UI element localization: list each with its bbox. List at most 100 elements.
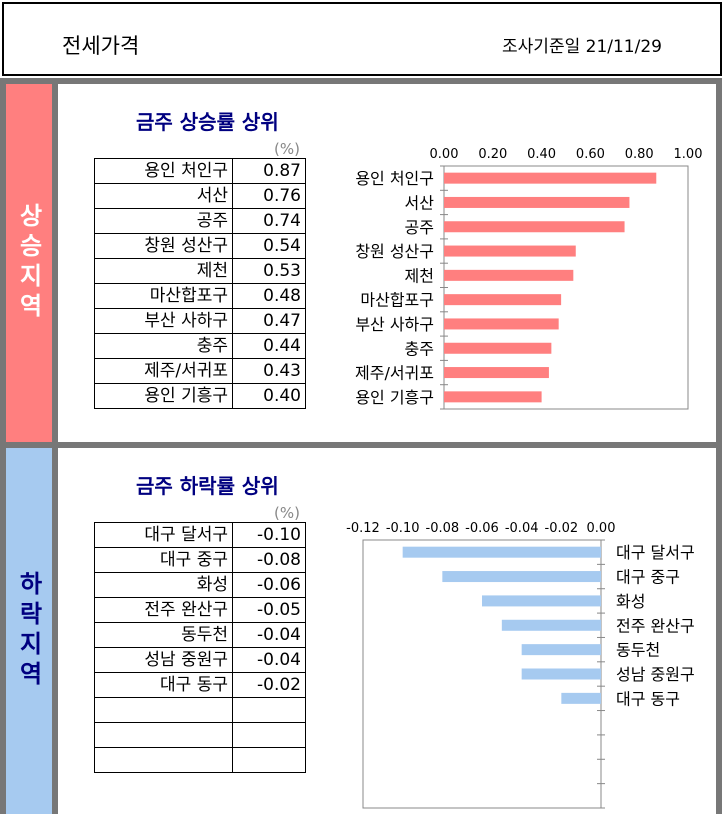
rate-value-cell: 0.87 xyxy=(232,158,306,184)
survey-date: 조사기준일 21/11/29 xyxy=(502,37,662,57)
region-name-cell: 마산합포구 xyxy=(94,283,233,309)
region-name-cell: 용인 처인구 xyxy=(94,158,233,184)
page-title: 전세가격 xyxy=(62,34,140,58)
table-row: 화성 -0.06 xyxy=(94,572,306,598)
category-label: 대구 중구 xyxy=(616,568,680,587)
bar xyxy=(561,692,601,704)
fall-title: 금주 하락률 상위 xyxy=(136,474,279,498)
category-label: 성남 중원구 xyxy=(616,665,695,684)
region-name-cell: 대구 동구 xyxy=(94,672,233,698)
x-tick-label: 0.20 xyxy=(478,147,507,162)
side-label-rise: 상승지역 xyxy=(6,84,52,442)
rise-table: 용인 처인구 0.87 서산 0.76 공주 0.74 창원 성산구 0.54 제천 0.53 마산… xyxy=(94,158,306,409)
bar xyxy=(402,546,601,558)
rate-value-cell: -0.02 xyxy=(232,672,306,698)
x-tick-label: -0.10 xyxy=(386,521,420,536)
region-name-cell: 대구 달서구 xyxy=(94,522,233,548)
category-label: 충주 xyxy=(405,339,434,358)
table-row: 충주 0.44 xyxy=(94,333,306,359)
rate-value-cell: 0.47 xyxy=(232,308,306,334)
x-tick-label: 0.40 xyxy=(527,147,556,162)
category-label: 화성 xyxy=(616,592,645,611)
region-name-cell: 용인 기흥구 xyxy=(94,383,233,409)
bar xyxy=(444,221,625,233)
bar xyxy=(444,342,552,354)
region-name-cell xyxy=(94,697,233,723)
header: 전세가격 조사기준일 21/11/29 xyxy=(2,2,722,76)
x-tick-label: -0.08 xyxy=(426,521,460,536)
x-tick-label: -0.02 xyxy=(545,521,579,536)
x-tick-label: 0.00 xyxy=(430,147,459,162)
fall-table: 대구 달서구 -0.10 대구 중구 -0.08 화성 -0.06 전주 완산구 -0.05 동… xyxy=(94,522,306,773)
rate-value-cell xyxy=(232,722,306,748)
fall-unit: (%) xyxy=(274,504,300,522)
bar xyxy=(442,571,601,583)
side-label-fall: 하락지역 xyxy=(6,448,52,814)
bar xyxy=(444,172,657,184)
x-tick-label: -0.04 xyxy=(505,521,539,536)
region-name-cell: 성남 중원구 xyxy=(94,647,233,673)
region-name-cell: 창원 성산구 xyxy=(94,233,233,259)
rise-panel: 금주 상승률 상위 (%) 용인 처인구 0.87 서산 0.76 공주 0.74 창원 성… xyxy=(58,84,716,442)
bar xyxy=(521,644,601,656)
category-label: 용인 처인구 xyxy=(355,169,434,188)
category-label: 제주/서귀포 xyxy=(355,364,434,383)
x-tick-label: 0.00 xyxy=(587,521,616,536)
category-label: 공주 xyxy=(405,218,434,237)
category-label: 대구 동구 xyxy=(616,689,680,708)
bar xyxy=(444,269,574,281)
x-tick-label: 0.80 xyxy=(625,147,654,162)
bar xyxy=(521,668,601,680)
rise-unit: (%) xyxy=(274,140,300,158)
table-row: 성남 중원구 -0.04 xyxy=(94,647,306,673)
category-label: 동두천 xyxy=(616,641,660,660)
rate-value-cell: 0.74 xyxy=(232,208,306,234)
bar xyxy=(501,619,601,631)
region-name-cell: 충주 xyxy=(94,333,233,359)
bar xyxy=(444,391,542,403)
rate-value-cell: -0.06 xyxy=(232,572,306,598)
table-row: 부산 사하구 0.47 xyxy=(94,308,306,334)
bar xyxy=(444,294,562,306)
region-name-cell xyxy=(94,747,233,773)
category-label: 대구 달서구 xyxy=(616,543,695,562)
table-row: 용인 기흥구 0.40 xyxy=(94,383,306,409)
x-tick-label: 0.60 xyxy=(576,147,605,162)
table-row: 공주 0.74 xyxy=(94,208,306,234)
rate-value-cell: -0.08 xyxy=(232,547,306,573)
category-label: 용인 기흥구 xyxy=(355,388,434,407)
category-label: 창원 성산구 xyxy=(355,242,434,261)
table-row: 용인 처인구 0.87 xyxy=(94,158,306,184)
bar xyxy=(444,196,630,208)
rate-value-cell: 0.53 xyxy=(232,258,306,284)
category-label: 제천 xyxy=(405,266,434,285)
rise-title: 금주 상승률 상위 xyxy=(136,110,279,134)
category-label: 서산 xyxy=(405,193,435,212)
rate-value-cell: -0.10 xyxy=(232,522,306,548)
table-row: 서산 0.76 xyxy=(94,183,306,209)
x-tick-label: -0.12 xyxy=(346,521,380,536)
table-row: 제천 0.53 xyxy=(94,258,306,284)
region-name-cell: 제천 xyxy=(94,258,233,284)
region-name-cell: 부산 사하구 xyxy=(94,308,233,334)
table-row: 대구 달서구 -0.10 xyxy=(94,522,306,548)
bar xyxy=(444,367,549,379)
category-label: 전주 완산구 xyxy=(616,616,695,635)
category-label: 마산합포구 xyxy=(360,291,434,310)
x-tick-label: -0.06 xyxy=(465,521,499,536)
bar xyxy=(444,245,576,257)
rate-value-cell: -0.04 xyxy=(232,622,306,648)
category-label: 부산 사하구 xyxy=(355,315,434,334)
bar xyxy=(444,318,559,330)
region-name-cell: 화성 xyxy=(94,572,233,598)
rate-value-cell: 0.43 xyxy=(232,358,306,384)
bar xyxy=(482,595,601,607)
rate-value-cell: 0.44 xyxy=(232,333,306,359)
x-tick-label: 1.00 xyxy=(674,147,703,162)
table-row xyxy=(94,697,306,723)
table-row: 대구 동구 -0.02 xyxy=(94,672,306,698)
rate-value-cell xyxy=(232,747,306,773)
fall-panel: 금주 하락률 상위 (%) 대구 달서구 -0.10 대구 중구 -0.08 화성 -0.… xyxy=(58,448,716,814)
